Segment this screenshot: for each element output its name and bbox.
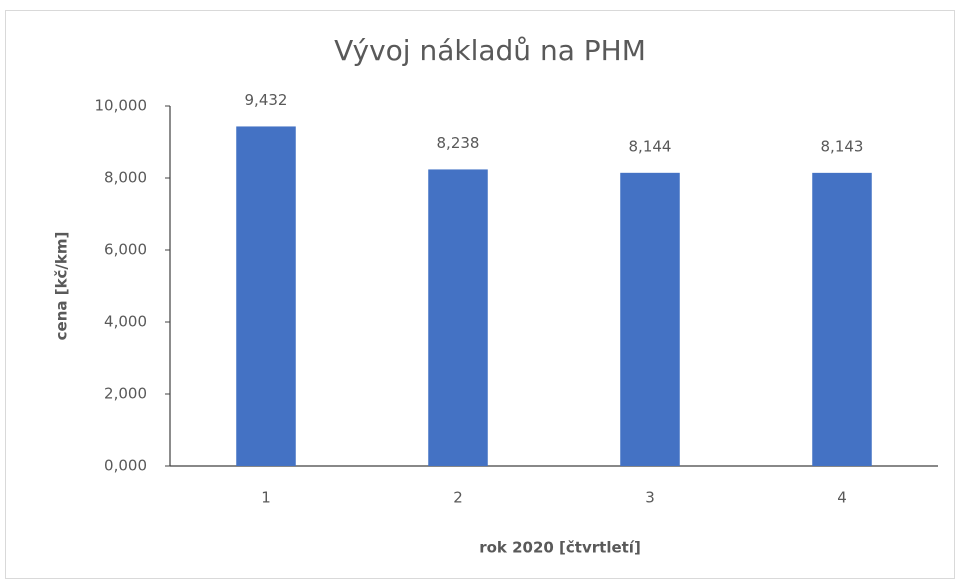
x-tick-label: 3 xyxy=(645,489,655,507)
bar xyxy=(812,172,872,467)
bar xyxy=(236,126,296,466)
y-tick-label: 2,000 xyxy=(104,385,147,403)
x-axis-title: rok 2020 [čtvrtletí] xyxy=(479,539,641,557)
data-label: 8,238 xyxy=(437,134,480,152)
y-tick-label: 0,000 xyxy=(104,457,147,475)
y-tick-label: 6,000 xyxy=(104,241,147,259)
y-tick-label: 4,000 xyxy=(104,313,147,331)
x-tick-label: 1 xyxy=(261,489,271,507)
y-axis-title: cena [kč/km] xyxy=(53,232,71,341)
data-label: 8,144 xyxy=(629,137,672,155)
x-tick-label: 4 xyxy=(837,489,847,507)
bar xyxy=(428,169,488,466)
chart-title: Vývoj nákladů na PHM xyxy=(334,34,646,67)
data-label: 8,143 xyxy=(821,137,864,155)
data-label: 9,432 xyxy=(245,91,288,109)
bar xyxy=(620,172,680,467)
y-tick-label: 10,000 xyxy=(95,97,148,115)
y-tick-label: 8,000 xyxy=(104,169,147,187)
x-tick-label: 2 xyxy=(453,489,463,507)
